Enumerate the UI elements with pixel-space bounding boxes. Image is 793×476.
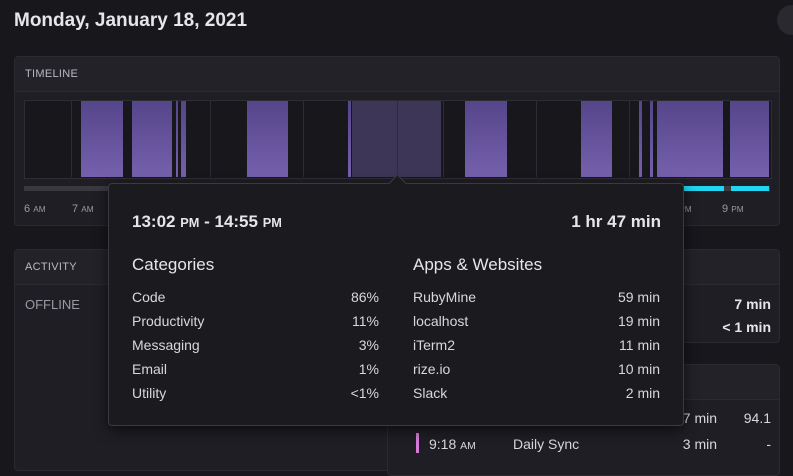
hour-divider: [628, 101, 630, 177]
app-time: 59 min: [617, 289, 660, 305]
app-time: 10 min: [617, 361, 660, 377]
session-bar: [416, 433, 419, 453]
hour: 6: [24, 203, 31, 215]
menu-button[interactable]: [777, 5, 793, 35]
date-title: Monday, January 18, 2021: [14, 10, 248, 31]
category-share: 3%: [358, 337, 379, 353]
category-name: Messaging: [132, 337, 200, 353]
status: OFFLINE: [25, 297, 80, 312]
hour-divider: [442, 101, 444, 177]
activity-block: [176, 101, 178, 177]
activity-block: [650, 101, 653, 177]
hour-divider: [303, 101, 304, 177]
period: AM: [81, 205, 94, 214]
category-name: Productivity: [132, 313, 205, 329]
period: AM: [33, 205, 46, 214]
session-time: 9:18 AM: [429, 436, 476, 452]
category-share: <1%: [350, 385, 379, 401]
activity-block: [132, 101, 172, 177]
period: AM: [460, 440, 476, 452]
page: Monday, January 18, 2021 TIMELINE 6 AM 7 …: [14, 5, 793, 476]
app-time: 19 min: [617, 313, 660, 329]
category-name: Email: [132, 361, 168, 377]
session-name: Daily Sync: [513, 436, 580, 452]
apps-title: Apps & Websites: [413, 255, 543, 274]
activity-block: [465, 101, 507, 177]
activity-block: [348, 101, 351, 177]
hour: 9: [722, 203, 729, 215]
period: PM: [731, 205, 744, 214]
session-score: 94.1: [743, 410, 771, 426]
hour-label: 7 AM: [72, 203, 94, 215]
app-name: localhost: [413, 313, 469, 329]
hour-divider: [397, 101, 398, 177]
time: 9:18: [429, 436, 457, 452]
tooltip: 13:02 PM - 14:55 PM 1 hr 47 min Categori…: [108, 174, 684, 426]
period: PM: [262, 215, 282, 230]
session-duration: 3 min: [682, 436, 717, 452]
hour-divider: [535, 101, 537, 177]
duration: 7 min: [734, 296, 771, 312]
app-name: rize.io: [413, 361, 451, 377]
activity-label: ACTIVITY: [25, 261, 77, 273]
activity-block: [247, 101, 288, 177]
hour-divider: [210, 101, 211, 177]
activity-block: [81, 101, 123, 177]
time-range: 13:02 PM - 14:55 PM: [132, 212, 282, 232]
hour: 7: [72, 203, 79, 215]
activity-block: [639, 101, 642, 177]
separator: -: [204, 212, 210, 231]
activity-block-hovered: [352, 101, 441, 177]
category-share: 11%: [352, 313, 379, 329]
hour-divider: [70, 101, 72, 177]
activity-block: [730, 101, 769, 177]
app-time: 2 min: [625, 385, 660, 401]
app-name: RubyMine: [413, 289, 477, 305]
total-duration: 1 hr 47 min: [571, 212, 661, 231]
category-name: Code: [132, 289, 166, 305]
app-name: Slack: [413, 385, 448, 401]
categories-title: Categories: [132, 255, 215, 274]
category-name: Utility: [132, 385, 167, 401]
progress-segment: [682, 186, 724, 191]
duration: < 1 min: [722, 319, 771, 335]
timeline-label: TIMELINE: [25, 68, 79, 80]
start: 13:02: [132, 212, 176, 231]
hour-label: 6 AM: [24, 203, 46, 215]
session-score: -: [766, 436, 771, 452]
hour-label: 9 PM: [722, 203, 744, 215]
activity-block: [181, 101, 186, 177]
session-duration: 7 min: [682, 410, 717, 426]
app-name: iTerm2: [413, 337, 456, 353]
end: 14:55: [214, 212, 258, 231]
progress-segment: [731, 186, 769, 191]
category-share: 86%: [350, 289, 379, 305]
app-time: 11 min: [619, 337, 660, 353]
activity-block: [581, 101, 612, 177]
period: PM: [180, 215, 200, 230]
activity-block: [657, 101, 723, 177]
category-share: 1%: [358, 361, 379, 377]
period: PM: [679, 205, 692, 214]
